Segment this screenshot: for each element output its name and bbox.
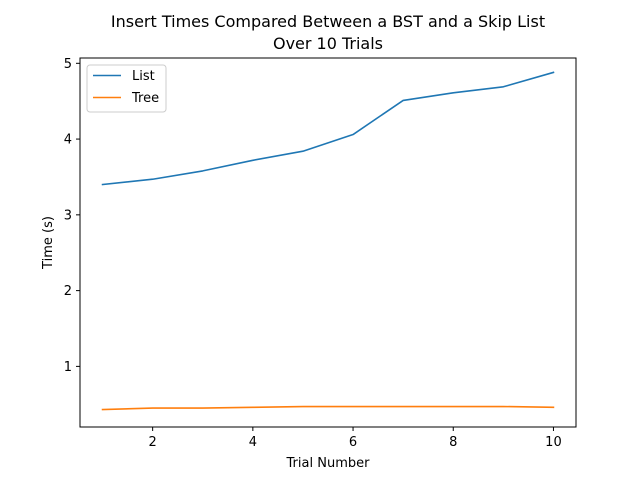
plot-area <box>101 71 555 411</box>
series-line-tree <box>101 405 555 411</box>
y-axis: 1 2 3 4 5 <box>64 57 80 375</box>
y-tick-label: 5 <box>64 57 72 72</box>
x-axis-label: Trial Number <box>286 456 371 471</box>
legend: List Tree <box>86 64 167 113</box>
x-tick-label: 10 <box>545 435 562 450</box>
y-axis-label: Time (s) <box>41 216 56 270</box>
y-tick-label: 4 <box>64 133 72 148</box>
y-tick-label: 1 <box>64 360 72 375</box>
series-line-list <box>101 71 555 186</box>
legend-frame <box>86 64 167 113</box>
x-axis: 2 4 6 8 10 <box>149 427 562 450</box>
y-tick-label: 2 <box>64 284 72 299</box>
y-tick-label: 3 <box>64 208 72 223</box>
x-tick-label: 2 <box>149 435 157 450</box>
x-tick-label: 6 <box>349 435 357 450</box>
x-tick-label: 4 <box>249 435 257 450</box>
chart-title-line-1: Insert Times Compared Between a BST and … <box>111 12 545 31</box>
axes-frame <box>79 57 577 428</box>
legend-label-list: List <box>132 69 155 84</box>
chart-title-line-2: Over 10 Trials <box>273 34 383 53</box>
legend-label-tree: Tree <box>131 91 159 106</box>
x-tick-label: 8 <box>449 435 457 450</box>
